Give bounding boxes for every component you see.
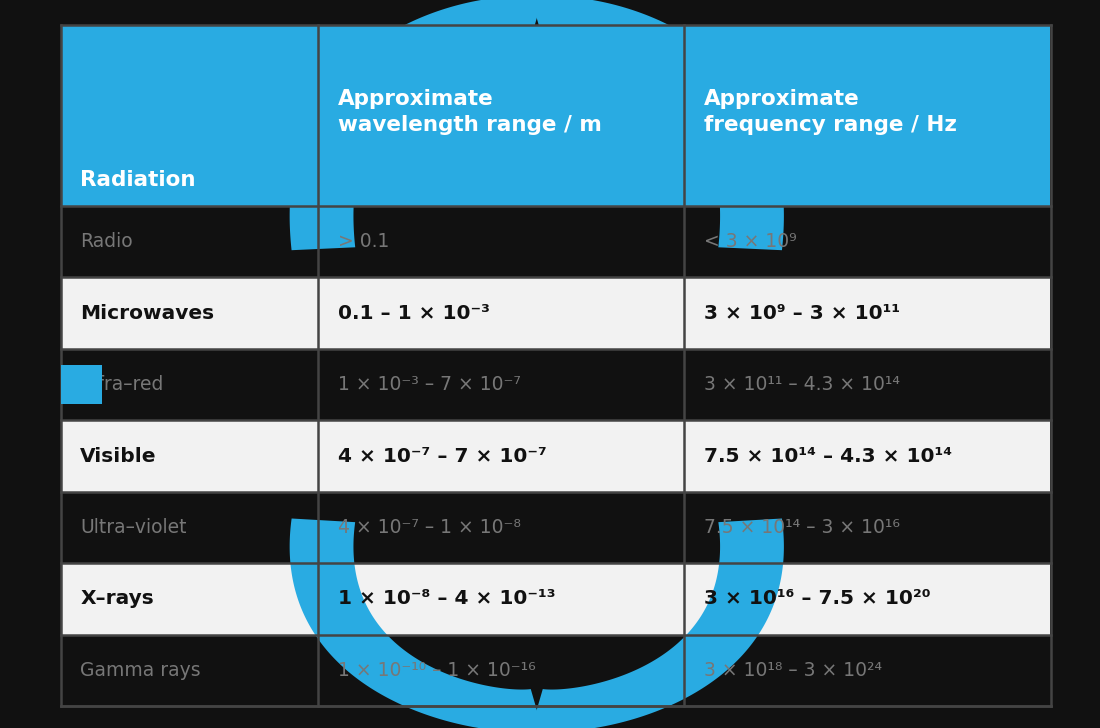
Text: Approximate
wavelength range / m: Approximate wavelength range / m <box>338 90 602 135</box>
Text: 1 × 10⁻³ – 7 × 10⁻⁷: 1 × 10⁻³ – 7 × 10⁻⁷ <box>338 375 520 394</box>
Bar <box>318 491 684 563</box>
Text: > 0.1: > 0.1 <box>338 232 389 251</box>
Text: Microwaves: Microwaves <box>80 304 214 323</box>
Bar <box>318 349 684 420</box>
Bar <box>684 277 1050 349</box>
Bar <box>60 491 318 563</box>
Bar <box>60 635 318 706</box>
Bar <box>684 491 1050 563</box>
Text: 1 × 10⁻¹⁰ – 1 × 10⁻¹⁶: 1 × 10⁻¹⁰ – 1 × 10⁻¹⁶ <box>338 661 536 680</box>
Bar <box>684 635 1050 706</box>
Polygon shape <box>289 0 542 250</box>
Bar <box>684 206 1050 277</box>
Text: 7.5 × 10¹⁴ – 4.3 × 10¹⁴: 7.5 × 10¹⁴ – 4.3 × 10¹⁴ <box>704 446 953 465</box>
Text: 3 × 10⁹ – 3 × 10¹¹: 3 × 10⁹ – 3 × 10¹¹ <box>704 304 900 323</box>
Text: Radio: Radio <box>80 232 133 251</box>
Text: 3 × 10¹⁶ – 7.5 × 10²⁰: 3 × 10¹⁶ – 7.5 × 10²⁰ <box>704 590 931 609</box>
Text: Radiation: Radiation <box>80 170 196 190</box>
Bar <box>318 563 684 635</box>
Text: 1 × 10⁻⁸ – 4 × 10⁻¹³: 1 × 10⁻⁸ – 4 × 10⁻¹³ <box>338 590 556 609</box>
Text: Ultra–violet: Ultra–violet <box>80 518 187 537</box>
Bar <box>318 25 684 206</box>
Bar <box>684 420 1050 491</box>
Text: 0.1 – 1 × 10⁻³: 0.1 – 1 × 10⁻³ <box>338 304 490 323</box>
Text: Gamma rays: Gamma rays <box>80 661 201 680</box>
Polygon shape <box>289 518 542 728</box>
Bar <box>318 206 684 277</box>
Text: 4 × 10⁻⁷ – 1 × 10⁻⁸: 4 × 10⁻⁷ – 1 × 10⁻⁸ <box>338 518 520 537</box>
Bar <box>60 420 318 491</box>
Text: < 3 × 10⁹: < 3 × 10⁹ <box>704 232 796 251</box>
Bar <box>60 365 102 404</box>
Bar <box>318 277 684 349</box>
Text: 4 × 10⁻⁷ – 7 × 10⁻⁷: 4 × 10⁻⁷ – 7 × 10⁻⁷ <box>338 446 547 465</box>
Text: Approximate
frequency range / Hz: Approximate frequency range / Hz <box>704 90 957 135</box>
Bar <box>318 420 684 491</box>
Bar <box>60 277 318 349</box>
Text: 3 × 10¹¹ – 4.3 × 10¹⁴: 3 × 10¹¹ – 4.3 × 10¹⁴ <box>704 375 900 394</box>
Text: 7.5 × 10¹⁴ – 3 × 10¹⁶: 7.5 × 10¹⁴ – 3 × 10¹⁶ <box>704 518 900 537</box>
Text: Visible: Visible <box>80 446 157 465</box>
Bar <box>60 206 318 277</box>
Text: X–rays: X–rays <box>80 590 154 609</box>
Polygon shape <box>531 518 784 728</box>
Bar <box>60 563 318 635</box>
Polygon shape <box>531 0 784 250</box>
Bar <box>60 349 318 420</box>
Bar <box>684 349 1050 420</box>
Text: Infra–red: Infra–red <box>80 375 164 394</box>
Bar <box>318 635 684 706</box>
Bar <box>684 563 1050 635</box>
Bar <box>684 25 1050 206</box>
Text: 3 × 10¹⁸ – 3 × 10²⁴: 3 × 10¹⁸ – 3 × 10²⁴ <box>704 661 882 680</box>
Bar <box>60 25 318 206</box>
